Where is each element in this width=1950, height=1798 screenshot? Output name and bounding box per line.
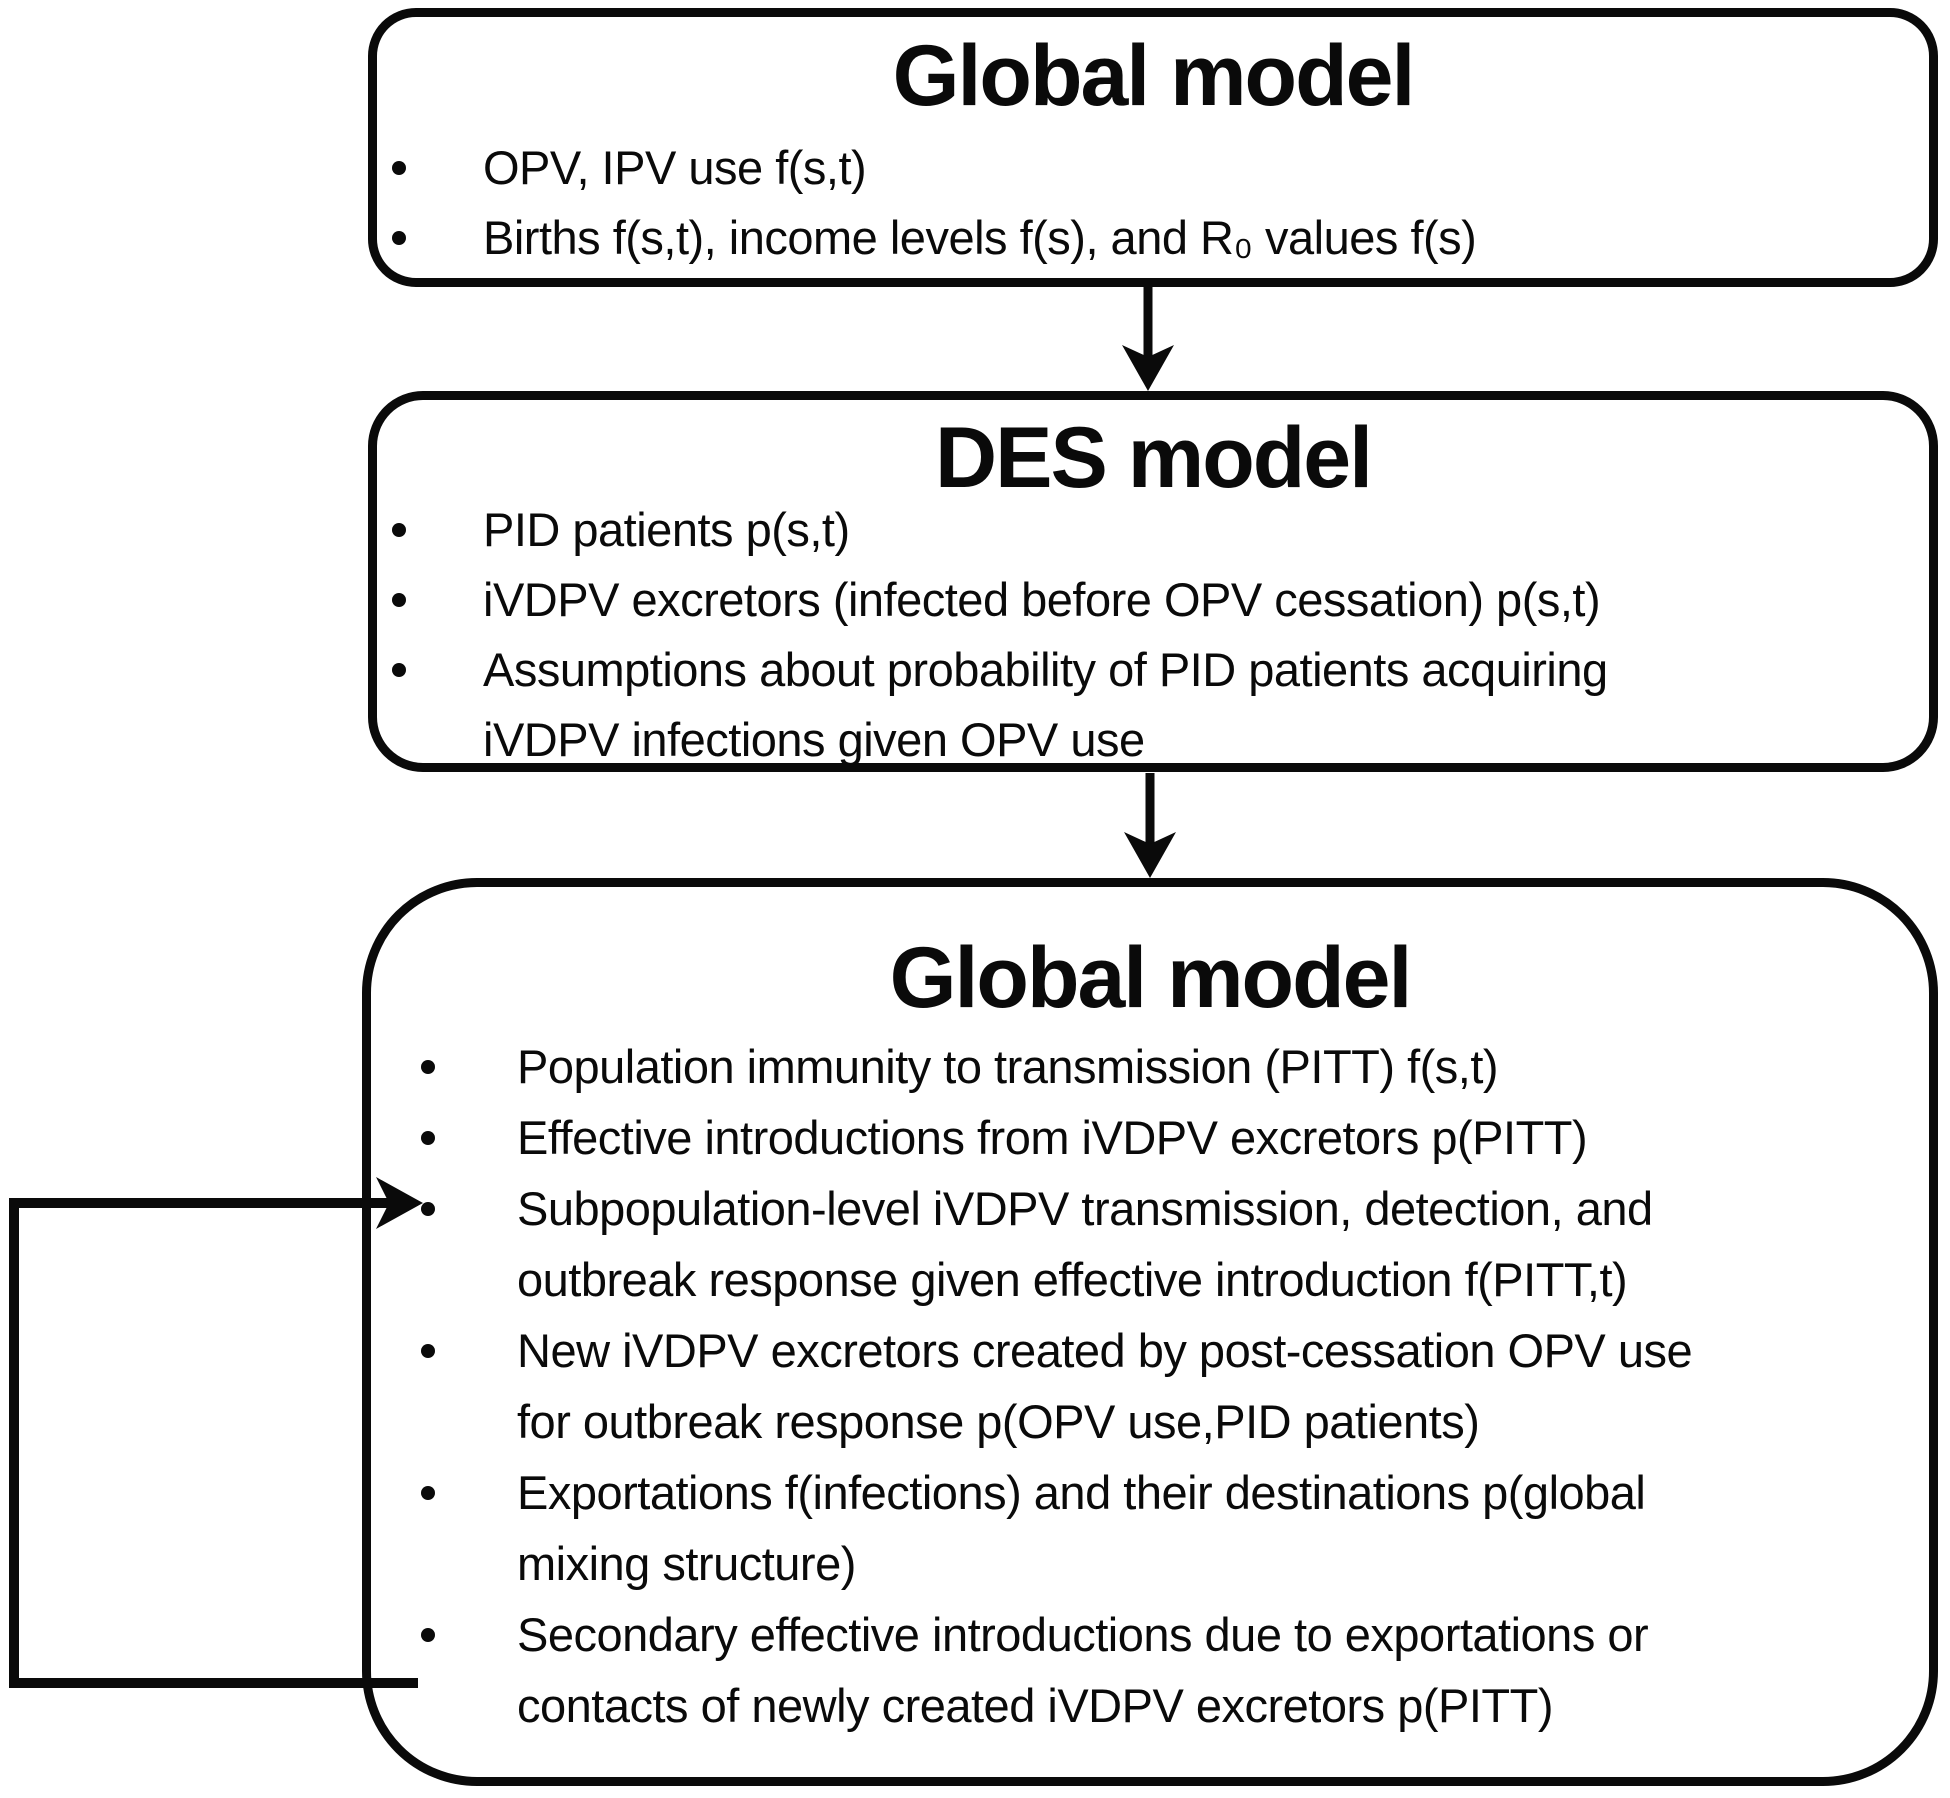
bullet-text: OPV, IPV use f(s,t)	[483, 141, 867, 194]
list-item: Secondary effective introductions due to…	[371, 1599, 1929, 1741]
bullet-icon	[392, 523, 406, 537]
arrow-des-to-global	[1124, 773, 1176, 878]
list-item: Effective introductions from iVDPV excre…	[371, 1102, 1929, 1173]
list-item: Assumptions about probability of PID pat…	[377, 635, 1929, 775]
arrowhead-down-icon	[1124, 832, 1176, 878]
bullet-text: Exportations f(infections) and their des…	[517, 1466, 1646, 1590]
bullet-text: Population immunity to transmission (PIT…	[517, 1040, 1499, 1093]
box-title: Global model	[889, 930, 1413, 1026]
bullet-list: OPV, IPV use f(s,t) Births f(s,t), incom…	[377, 133, 1929, 273]
box-global-model-bottom: Global model Population immunity to tran…	[362, 878, 1938, 1786]
list-item: iVDPV excretors (infected before OPV ces…	[377, 565, 1929, 635]
bullet-icon	[421, 1060, 435, 1074]
bullet-text: Effective introductions from iVDPV excre…	[517, 1111, 1588, 1164]
bullet-icon	[421, 1628, 435, 1642]
bullet-list: Population immunity to transmission (PIT…	[371, 1031, 1929, 1741]
bullet-text: New iVDPV excretors created by post-cess…	[517, 1324, 1693, 1448]
bullet-icon	[421, 1344, 435, 1358]
bullet-text: iVDPV excretors (infected before OPV ces…	[483, 573, 1601, 626]
bullet-icon	[392, 161, 406, 175]
list-item: Exportations f(infections) and their des…	[371, 1457, 1929, 1599]
bullet-text: Births f(s,t), income levels f(s), and R…	[483, 211, 1477, 264]
bullet-text: Assumptions about probability of PID pat…	[483, 643, 1608, 766]
bullet-icon	[421, 1202, 435, 1216]
list-item: OPV, IPV use f(s,t)	[377, 133, 1929, 203]
arrowhead-down-icon	[1122, 345, 1174, 391]
list-item: Population immunity to transmission (PIT…	[371, 1031, 1929, 1102]
bullet-text: Subpopulation-level iVDPV transmission, …	[517, 1182, 1653, 1306]
box-title: Global model	[892, 28, 1416, 124]
box-global-model-top: Global model OPV, IPV use f(s,t) Births …	[368, 8, 1938, 287]
bullet-icon	[392, 663, 406, 677]
list-item: Subpopulation-level iVDPV transmission, …	[371, 1173, 1929, 1315]
bullet-icon	[392, 593, 406, 607]
bullet-icon	[421, 1486, 435, 1500]
bullet-icon	[421, 1131, 435, 1145]
box-title: DES model	[935, 410, 1373, 506]
list-item: PID patients p(s,t)	[377, 495, 1929, 565]
bullet-list: PID patients p(s,t) iVDPV excretors (inf…	[377, 495, 1929, 775]
arrow-global-to-des	[1122, 286, 1174, 391]
box-des-model: DES model PID patients p(s,t) iVDPV excr…	[368, 391, 1938, 772]
list-item: Births f(s,t), income levels f(s), and R…	[377, 203, 1929, 273]
bullet-text: PID patients p(s,t)	[483, 503, 850, 556]
list-item: New iVDPV excretors created by post-cess…	[371, 1315, 1929, 1457]
bullet-icon	[392, 231, 406, 245]
bullet-text: Secondary effective introductions due to…	[517, 1608, 1649, 1732]
